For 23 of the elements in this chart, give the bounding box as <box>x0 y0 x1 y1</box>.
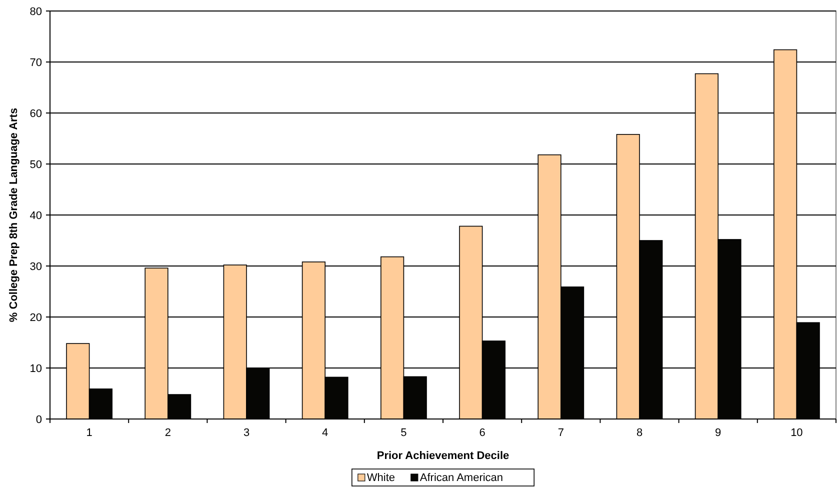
y-tick-label: 20 <box>30 312 42 324</box>
x-tick-label: 5 <box>400 427 407 439</box>
y-tick-label: 50 <box>30 158 42 171</box>
x-tick-label: 9 <box>715 427 722 439</box>
x-tick-label: 1 <box>86 427 92 439</box>
x-tick-label: 4 <box>322 427 328 439</box>
y-axis-title: % College Prep 8th Grade Language Arts <box>8 108 20 322</box>
y-tick-label: 70 <box>30 56 42 69</box>
y-tick-label: 0 <box>36 414 42 426</box>
y-tick-label: 80 <box>30 6 42 18</box>
x-tick-label: 6 <box>479 427 486 439</box>
x-tick-label: 10 <box>790 427 803 439</box>
x-axis-title: Prior Achievement Decile <box>376 450 510 462</box>
x-tick-label: 2 <box>164 427 171 439</box>
y-tick-label: 30 <box>30 260 42 273</box>
x-tick-label: 8 <box>636 427 643 439</box>
legend-label: African American <box>420 472 504 484</box>
y-tick-label: 10 <box>30 362 42 375</box>
y-tick-label: 60 <box>30 108 42 120</box>
x-tick-label: 7 <box>558 427 564 439</box>
x-tick-label: 3 <box>243 427 250 439</box>
y-tick-label: 40 <box>30 210 42 222</box>
legend-label: White <box>366 472 396 484</box>
